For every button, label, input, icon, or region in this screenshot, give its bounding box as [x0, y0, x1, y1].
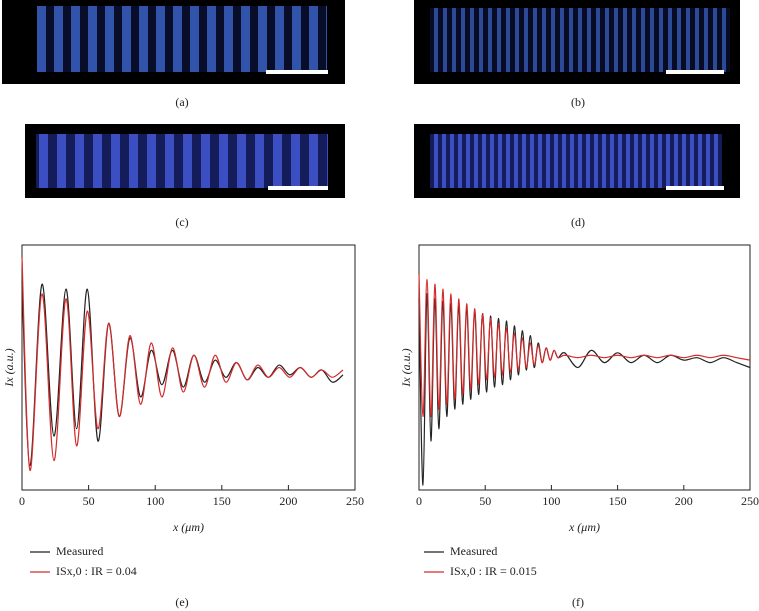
legend-label: ISx,0 : IR = 0.04 [56, 564, 137, 578]
y-axis-label: Ix (a.u.) [399, 348, 413, 387]
image-a [2, 0, 345, 84]
data-line [418, 293, 751, 486]
x-tick-label: 150 [213, 494, 231, 508]
image-b [414, 0, 740, 84]
image-c [25, 124, 345, 198]
panel-label: (b) [571, 95, 585, 109]
y-axis-label: Ix (a.u.) [2, 348, 16, 387]
legend-label: Measured [450, 544, 497, 558]
plot-frame [21, 244, 356, 491]
panel-label: (a) [175, 95, 188, 109]
image-d [414, 124, 740, 198]
data-line [21, 257, 344, 472]
panel-label: (c) [175, 215, 188, 229]
x-tick-label: 250 [741, 494, 759, 508]
legend-label: Measured [56, 544, 103, 558]
data-line [21, 281, 344, 467]
x-tick-label: 0 [416, 494, 422, 508]
x-tick-label: 100 [542, 494, 560, 508]
x-tick-label: 250 [346, 494, 364, 508]
x-tick-label: 100 [146, 494, 164, 508]
panel-label: (d) [571, 215, 585, 229]
x-tick-label: 0 [19, 494, 25, 508]
panel-label: (f) [572, 595, 584, 609]
data-line [418, 274, 751, 418]
x-tick-label: 200 [675, 494, 693, 508]
x-tick-label: 200 [279, 494, 297, 508]
x-tick-label: 50 [83, 494, 95, 508]
legend-label: ISx,0 : IR = 0.015 [450, 564, 537, 578]
x-axis-label: x (μm) [172, 520, 204, 534]
x-tick-label: 150 [609, 494, 627, 508]
x-tick-label: 50 [479, 494, 491, 508]
x-axis-label: x (μm) [568, 520, 600, 534]
panel-label: (e) [175, 595, 188, 609]
